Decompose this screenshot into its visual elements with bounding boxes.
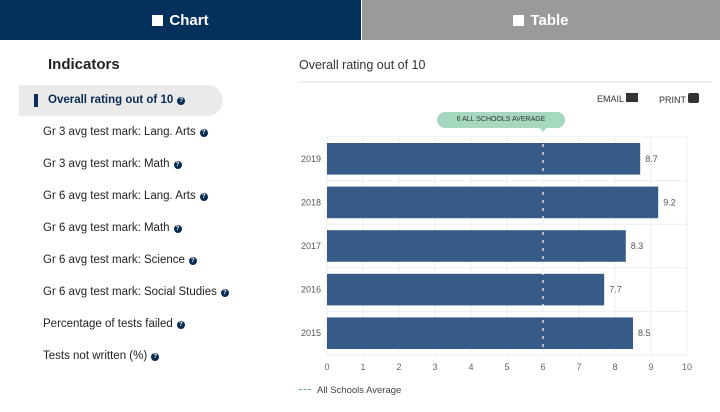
help-icon[interactable]: ? (199, 129, 208, 137)
bar-chart: 0 1 2 3 4 5 6 7 8 9 10 2019 8.7 2018 9.2 2017 8.3 2016 7.7… (301, 127, 692, 372)
bar (327, 273, 605, 306)
sidebar-item-label: Gr 6 avg test mark: Math (43, 222, 170, 234)
sidebar-item[interactable]: Gr 6 avg test mark: Lang. Arts? (43, 186, 208, 206)
data-label: 8.7 (645, 154, 658, 164)
data-label: 8.3 (631, 241, 644, 251)
bar-chart-icon (152, 14, 164, 26)
x-tick-label: 5 (504, 362, 509, 372)
sidebar-item-label: Overall rating out of 10 (48, 94, 174, 106)
sidebar-item-label: Gr 3 avg test mark: Lang. Arts (43, 126, 196, 138)
divider (299, 81, 712, 83)
help-icon[interactable]: ? (188, 257, 197, 265)
help-icon[interactable]: ? (176, 321, 185, 329)
printer-icon (688, 93, 700, 103)
help-icon[interactable]: ? (177, 97, 186, 105)
sidebar-item-label: Gr 6 avg test mark: Lang. Arts (43, 190, 196, 202)
help-icon[interactable]: ? (151, 353, 160, 361)
table-icon (513, 14, 525, 26)
envelope-icon (626, 93, 639, 102)
bar (327, 230, 626, 262)
x-tick-label: 1 (360, 362, 365, 372)
y-tick-label: 2017 (301, 241, 321, 251)
y-tick-label: 2019 (301, 154, 321, 164)
x-tick-label: 0 (324, 362, 329, 372)
sidebar-item[interactable]: Gr 6 avg test mark: Social Studies? (43, 282, 229, 302)
print-label: PRINT (659, 95, 686, 105)
x-tick-label: 8 (612, 362, 617, 372)
bar (327, 186, 659, 219)
average-label: 6 ALL SCHOOLS AVERAGE (437, 112, 565, 128)
sidebar-title: Indicators (48, 56, 120, 73)
data-label: 9.2 (663, 197, 676, 207)
help-icon[interactable]: ? (173, 161, 182, 169)
data-label: 7.7 (609, 285, 622, 295)
sidebar-item-label: Percentage of tests failed (43, 318, 173, 330)
active-item-highlight (19, 85, 223, 116)
sidebar-item-label: Gr 6 avg test mark: Science (43, 254, 185, 266)
x-tick-label: 7 (576, 362, 581, 372)
sidebar-item[interactable]: Gr 3 avg test mark: Math? (43, 154, 182, 174)
email-button[interactable]: EMAIL (597, 93, 639, 104)
bar (327, 317, 633, 349)
help-icon[interactable]: ? (173, 225, 182, 233)
x-tick-label: 3 (432, 362, 437, 372)
print-button[interactable]: PRINT (659, 93, 700, 105)
sidebar-item-label: Tests not written (%) (43, 350, 148, 362)
chart-title: Overall rating out of 10 (299, 58, 426, 72)
help-icon[interactable]: ? (199, 193, 208, 201)
x-tick-label: 6 (540, 362, 545, 372)
y-tick-label: 2016 (301, 285, 321, 295)
help-icon[interactable]: ? (220, 289, 229, 297)
sidebar-item[interactable]: Percentage of tests failed? (43, 314, 185, 334)
y-tick-label: 2018 (301, 197, 321, 207)
sidebar-item-label: Gr 3 avg test mark: Math (43, 158, 170, 170)
y-tick-label: 2015 (301, 328, 321, 338)
tab-chart-label: Chart (169, 11, 209, 29)
tab-table[interactable]: Table (362, 0, 720, 40)
data-label: 8.5 (638, 328, 651, 338)
x-tick-label: 9 (648, 362, 653, 372)
tab-table-label: Table (530, 11, 569, 29)
tab-chart[interactable]: Chart (0, 0, 361, 40)
sidebar-item[interactable]: Gr 3 avg test mark: Lang. Arts? (43, 122, 208, 142)
legend-label: All Schools Average (317, 385, 402, 396)
email-label: EMAIL (597, 94, 624, 104)
x-tick-label: 10 (682, 362, 692, 372)
active-item-marker (34, 94, 38, 107)
average-pointer (539, 127, 547, 132)
legend: All Schools Average (299, 385, 401, 396)
dashed-line-icon (299, 389, 311, 390)
sidebar-item-label: Gr 6 avg test mark: Social Studies (43, 286, 217, 298)
sidebar-item[interactable]: Overall rating out of 10? (48, 90, 186, 110)
x-tick-label: 2 (396, 362, 401, 372)
sidebar-item[interactable]: Gr 6 avg test mark: Science? (43, 250, 197, 270)
bar (327, 143, 641, 175)
sidebar-item[interactable]: Tests not written (%)? (43, 346, 160, 366)
x-tick-label: 4 (468, 362, 473, 372)
sidebar-item[interactable]: Gr 6 avg test mark: Math? (43, 218, 182, 238)
